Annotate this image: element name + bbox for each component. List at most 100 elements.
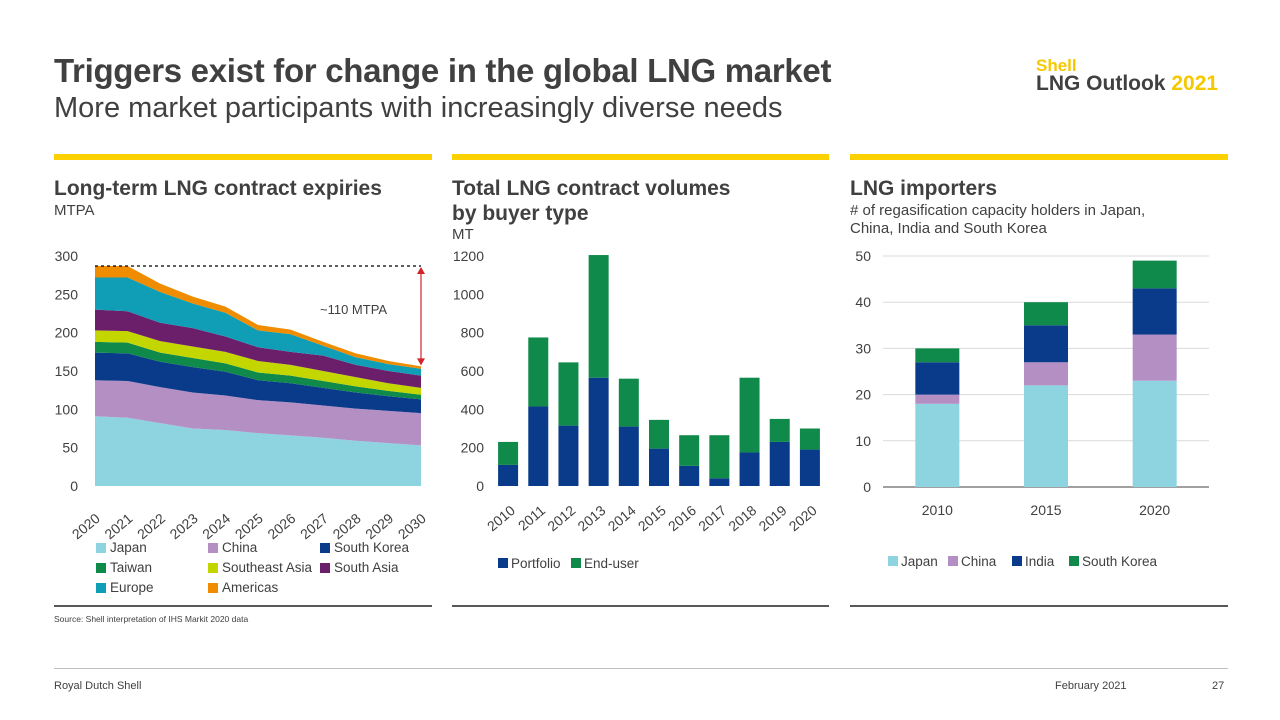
panel2-subtitle: MT bbox=[452, 226, 474, 243]
legend-item-southeast-asia: Southeast Asia bbox=[208, 560, 312, 575]
legend-label: Europe bbox=[110, 580, 154, 595]
legend-item-europe: Europe bbox=[96, 580, 154, 595]
bar-japan-2015 bbox=[1024, 385, 1068, 487]
area-series-china bbox=[95, 380, 421, 446]
x-tick-label: 2020 bbox=[786, 502, 820, 534]
y-tick-label: 200 bbox=[461, 440, 485, 456]
bar-end-user-2018 bbox=[739, 377, 760, 453]
brand-shell-label: Shell bbox=[1036, 56, 1077, 75]
y-tick-label: 800 bbox=[461, 325, 485, 341]
bar-portfolio-2018 bbox=[739, 452, 760, 486]
y-tick-label: 250 bbox=[55, 286, 79, 302]
x-tick-label: 2012 bbox=[544, 502, 578, 534]
source-note: Source: Shell interpretation of IHS Mark… bbox=[54, 614, 249, 624]
legend-swatch bbox=[208, 583, 218, 593]
legend-swatch bbox=[320, 543, 330, 553]
y-tick-label: 0 bbox=[863, 479, 871, 495]
y-tick-label: 600 bbox=[461, 363, 485, 379]
legend-label: South Korea bbox=[334, 540, 410, 555]
x-tick-label: 2015 bbox=[1030, 502, 1061, 518]
y-tick-label: 40 bbox=[855, 294, 871, 310]
x-tick-label: 2027 bbox=[297, 510, 331, 540]
legend-item-japan: Japan bbox=[96, 540, 147, 555]
legend-swatch-japan bbox=[888, 556, 898, 566]
x-tick-label: 2010 bbox=[484, 502, 518, 534]
legend-label: Americas bbox=[222, 580, 279, 595]
y-tick-label: 300 bbox=[55, 248, 79, 264]
bar-portfolio-2014 bbox=[618, 426, 639, 486]
footer-company: Royal Dutch Shell bbox=[54, 680, 142, 692]
panel3-title: LNG importers bbox=[850, 177, 998, 200]
x-tick-label: 2022 bbox=[134, 510, 168, 540]
panel1-bottom-rule bbox=[54, 605, 432, 607]
y-tick-label: 200 bbox=[55, 325, 79, 341]
bar-china-2020 bbox=[1132, 334, 1177, 381]
bar-end-user-2016 bbox=[679, 435, 700, 466]
legend-swatch bbox=[96, 583, 106, 593]
legend-label: End-user bbox=[584, 556, 639, 571]
area-series-south-korea bbox=[95, 352, 421, 414]
panel3-subtitle-line1: # of regasification capacity holders in … bbox=[850, 202, 1146, 219]
y-tick-label: 10 bbox=[855, 433, 871, 449]
bar-portfolio-2010 bbox=[498, 464, 519, 486]
bar-portfolio-2015 bbox=[649, 448, 669, 486]
bar-india-2015 bbox=[1024, 325, 1068, 363]
legend-swatch-china bbox=[948, 556, 958, 566]
bar-japan-2020 bbox=[1132, 380, 1177, 487]
brand-outlook-text: LNG Outlook bbox=[1036, 72, 1166, 95]
area-series-japan bbox=[95, 416, 421, 486]
bar-portfolio-2020 bbox=[799, 449, 820, 486]
legend-label: India bbox=[1025, 554, 1055, 569]
page-subtitle: More market participants with increasing… bbox=[54, 92, 783, 124]
x-tick-label: 2029 bbox=[362, 510, 396, 540]
footer-date: February 2021 bbox=[1055, 680, 1127, 692]
legend-label: Japan bbox=[901, 554, 938, 569]
bar-portfolio-2013 bbox=[588, 377, 609, 486]
bar-end-user-2012 bbox=[558, 362, 579, 426]
y-tick-label: 100 bbox=[55, 401, 79, 417]
panel2-bottom-rule bbox=[452, 605, 829, 607]
panel3-subtitle-line2: China, India and South Korea bbox=[850, 220, 1047, 237]
y-tick-label: 20 bbox=[855, 387, 871, 403]
x-tick-label: 2020 bbox=[69, 510, 103, 540]
legend-swatch bbox=[96, 543, 106, 553]
legend-label: Portfolio bbox=[511, 556, 561, 571]
bar-portfolio-2011 bbox=[528, 406, 549, 486]
legend-label: China bbox=[222, 540, 258, 555]
lng-importers-bar-chart: 0 10 20 30 40 50 2010 2015 2020 Japan China India So… bbox=[855, 248, 1209, 569]
panel2-title-line1: Total LNG contract volumes bbox=[452, 177, 731, 200]
x-tick-label: 2019 bbox=[756, 502, 790, 534]
bar-end-user-2017 bbox=[709, 435, 730, 479]
bar-india-2010 bbox=[915, 362, 960, 395]
page-title: Triggers exist for change in the global … bbox=[54, 52, 832, 89]
drop-arrow-head-top bbox=[417, 266, 425, 274]
area-series-southeast-asia bbox=[95, 330, 421, 395]
legend-label: Southeast Asia bbox=[222, 560, 313, 575]
x-tick-label: 2014 bbox=[605, 502, 639, 534]
area-series-south-asia bbox=[95, 309, 421, 388]
legend-item-china: China bbox=[208, 540, 257, 555]
legend-item-taiwan: Taiwan bbox=[96, 560, 152, 575]
x-tick-label: 2013 bbox=[574, 502, 608, 534]
legend-label: Japan bbox=[110, 540, 147, 555]
legend-swatch-south-korea bbox=[1069, 556, 1079, 566]
y-tick-label: 1200 bbox=[453, 248, 484, 264]
y-tick-label: 50 bbox=[62, 440, 78, 456]
bar-south-korea-2020 bbox=[1132, 260, 1177, 289]
x-tick-label: 2010 bbox=[922, 502, 953, 518]
y-tick-label: 1000 bbox=[453, 286, 484, 302]
x-tick-label: 2030 bbox=[395, 510, 429, 540]
bar-portfolio-2012 bbox=[558, 425, 579, 486]
drop-annotation: ~110 MTPA bbox=[320, 302, 387, 317]
x-tick-label: 2023 bbox=[167, 510, 201, 540]
contract-volumes-bar-chart: 0200400600800100012002010201120122013201… bbox=[453, 248, 820, 571]
x-tick-label: 2024 bbox=[199, 510, 233, 540]
x-tick-label: 2018 bbox=[725, 502, 759, 534]
x-tick-label: 2025 bbox=[232, 510, 266, 540]
legend-label: China bbox=[961, 554, 997, 569]
bar-china-2010 bbox=[915, 394, 960, 404]
x-tick-label: 2011 bbox=[515, 502, 549, 534]
panel2-title-line2: by buyer type bbox=[452, 202, 589, 225]
bar-portfolio-2016 bbox=[679, 465, 700, 486]
